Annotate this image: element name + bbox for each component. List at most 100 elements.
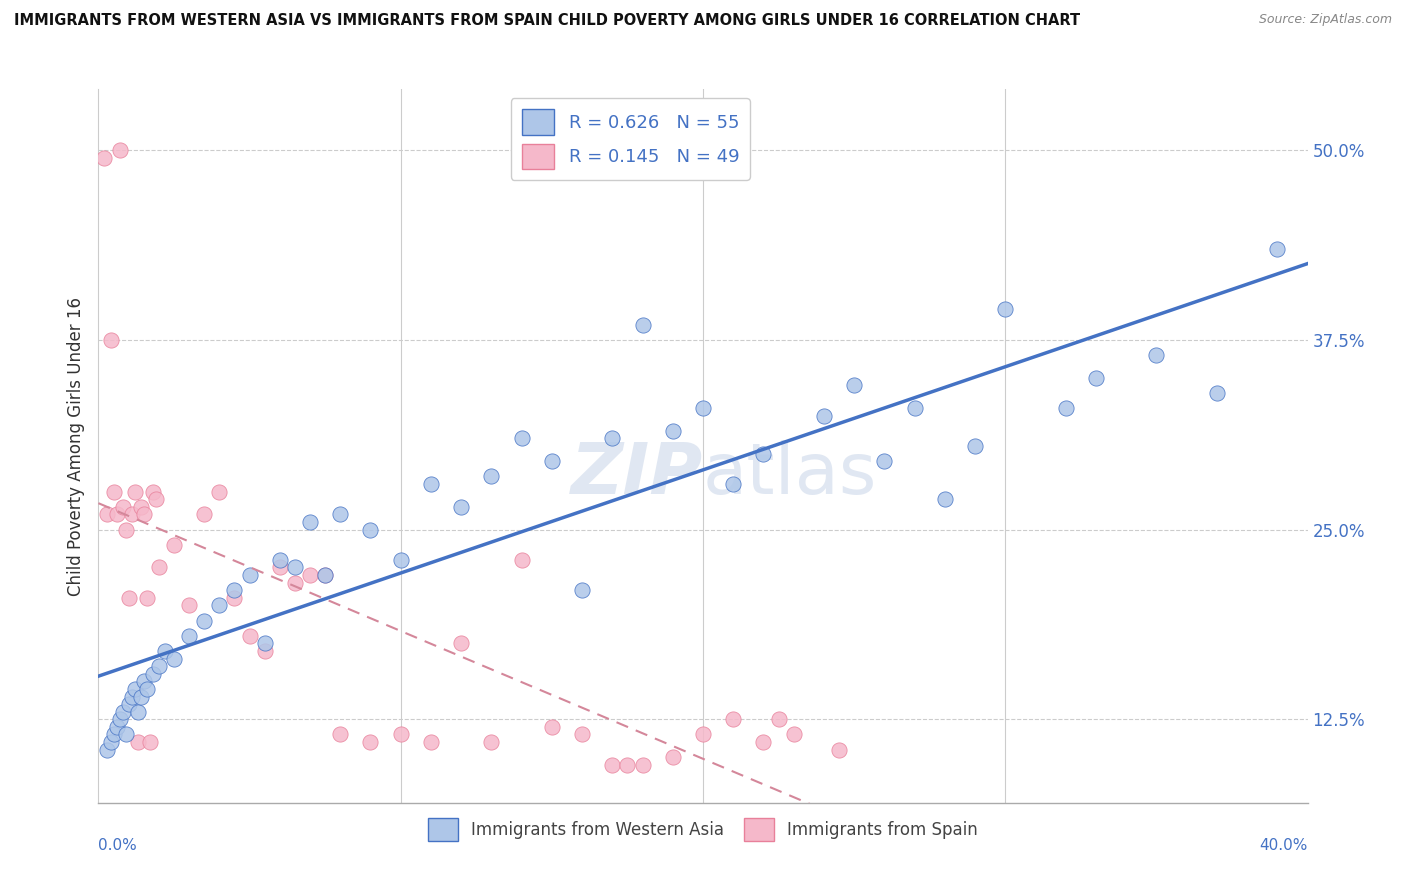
Point: [768, 712, 790, 726]
Point: [723, 477, 745, 491]
Point: [193, 614, 215, 628]
Point: [616, 757, 638, 772]
Point: [142, 666, 165, 681]
Point: [100, 333, 122, 347]
Point: [96, 742, 118, 756]
Point: [163, 651, 186, 665]
Point: [179, 599, 201, 613]
Point: [904, 401, 927, 415]
Point: [692, 727, 714, 741]
Point: [360, 735, 382, 749]
Point: [103, 484, 125, 499]
Point: [269, 560, 291, 574]
Point: [481, 469, 503, 483]
Point: [129, 500, 152, 514]
Point: [105, 508, 128, 522]
Point: [571, 583, 593, 598]
Point: [844, 378, 866, 392]
Point: [132, 674, 155, 689]
Point: [148, 560, 170, 574]
Point: [118, 697, 141, 711]
Point: [148, 659, 170, 673]
Point: [108, 143, 131, 157]
Point: [631, 318, 654, 332]
Point: [111, 705, 134, 719]
Point: [118, 591, 141, 605]
Text: IMMIGRANTS FROM WESTERN ASIA VS IMMIGRANTS FROM SPAIN CHILD POVERTY AMONG GIRLS : IMMIGRANTS FROM WESTERN ASIA VS IMMIGRAN…: [14, 13, 1080, 29]
Point: [179, 629, 201, 643]
Point: [208, 484, 231, 499]
Point: [540, 454, 562, 468]
Point: [132, 508, 155, 522]
Point: [103, 727, 125, 741]
Point: [93, 151, 115, 165]
Text: Source: ZipAtlas.com: Source: ZipAtlas.com: [1258, 13, 1392, 27]
Text: atlas: atlas: [703, 440, 877, 509]
Point: [163, 538, 186, 552]
Point: [450, 636, 472, 650]
Point: [661, 424, 683, 438]
Point: [127, 735, 149, 749]
Point: [239, 568, 262, 582]
Point: [602, 757, 624, 772]
Point: [100, 735, 122, 749]
Point: [631, 757, 654, 772]
Point: [420, 477, 443, 491]
Point: [481, 735, 503, 749]
Point: [813, 409, 835, 423]
Point: [135, 681, 157, 696]
Point: [121, 690, 143, 704]
Point: [193, 508, 215, 522]
Point: [661, 750, 683, 764]
Point: [96, 508, 118, 522]
Point: [139, 735, 162, 749]
Point: [121, 508, 143, 522]
Point: [752, 735, 775, 749]
Point: [114, 523, 136, 537]
Point: [135, 591, 157, 605]
Point: [299, 515, 322, 529]
Point: [540, 720, 562, 734]
Point: [284, 560, 307, 574]
Point: [224, 583, 246, 598]
Point: [1054, 401, 1077, 415]
Point: [510, 431, 533, 445]
Y-axis label: Child Poverty Among Girls Under 16: Child Poverty Among Girls Under 16: [66, 296, 84, 596]
Point: [389, 553, 412, 567]
Point: [1206, 385, 1229, 400]
Point: [224, 591, 246, 605]
Point: [420, 735, 443, 749]
Point: [723, 712, 745, 726]
Point: [145, 492, 167, 507]
Point: [114, 727, 136, 741]
Point: [602, 431, 624, 445]
Point: [111, 500, 134, 514]
Point: [124, 484, 146, 499]
Point: [208, 599, 231, 613]
Point: [329, 727, 352, 741]
Point: [1267, 242, 1289, 256]
Point: [105, 720, 128, 734]
Text: ZIP: ZIP: [571, 440, 703, 509]
Point: [253, 644, 276, 658]
Text: 40.0%: 40.0%: [1260, 838, 1308, 854]
Point: [142, 484, 165, 499]
Point: [329, 508, 352, 522]
Point: [450, 500, 472, 514]
Point: [253, 636, 276, 650]
Point: [571, 727, 593, 741]
Point: [828, 742, 851, 756]
Legend: Immigrants from Western Asia, Immigrants from Spain: Immigrants from Western Asia, Immigrants…: [422, 811, 984, 848]
Point: [124, 681, 146, 696]
Point: [269, 553, 291, 567]
Point: [129, 690, 152, 704]
Point: [314, 568, 336, 582]
Point: [108, 712, 131, 726]
Point: [299, 568, 322, 582]
Point: [752, 447, 775, 461]
Point: [934, 492, 956, 507]
Point: [314, 568, 336, 582]
Text: 0.0%: 0.0%: [98, 838, 138, 854]
Point: [510, 553, 533, 567]
Point: [153, 644, 176, 658]
